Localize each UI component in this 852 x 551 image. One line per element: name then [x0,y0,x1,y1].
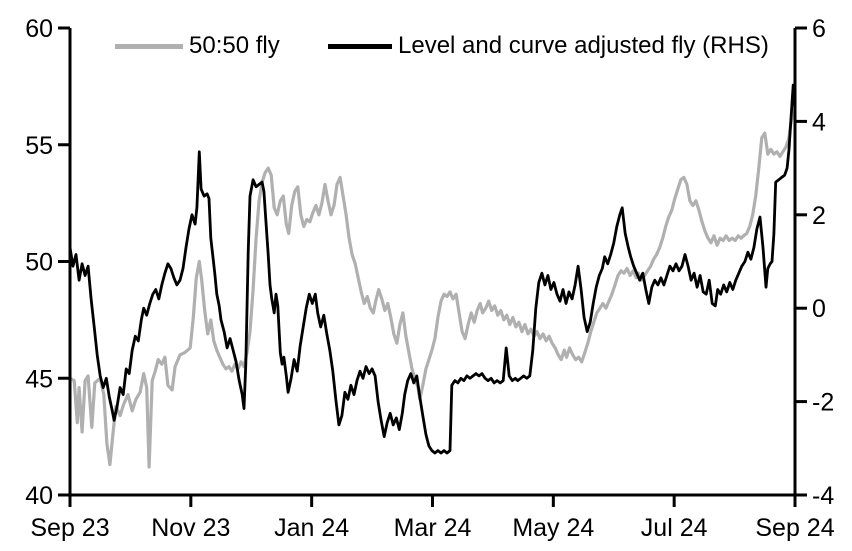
x-axis-tick-label: Sep 23 [30,514,109,542]
legend-line-swatch-gray [115,44,183,49]
legend-label-5050-fly: 50:50 fly [189,32,280,59]
x-axis-tick-label: Jul 24 [641,514,708,542]
right-axis-tick-label: 2 [812,202,826,230]
left-axis-tick-label: 55 [25,132,53,160]
x-axis-tick-label: Sep 24 [755,514,834,542]
left-axis-tick-label: 40 [25,482,53,510]
right-axis-tick-label: 4 [812,108,826,136]
series-line-5050-fly [68,101,797,469]
right-axis-tick-label: -4 [812,482,834,510]
left-axis-tick-label: 45 [25,365,53,393]
left-axis-tick-label: 50 [25,249,53,277]
legend-label-adjusted-fly: Level and curve adjusted fly (RHS) [398,32,769,59]
x-axis-tick-label: Nov 23 [151,514,230,542]
right-axis-tick-label: 0 [812,295,826,323]
x-axis-tick-label: Jan 24 [274,514,349,542]
x-axis-tick-label: May 24 [512,514,594,542]
legend-line-swatch-black [328,44,392,49]
right-axis-tick-label: 6 [812,15,826,43]
right-axis-tick-label: -2 [812,389,834,417]
x-axis-tick-label: Mar 24 [394,514,472,542]
left-axis-tick-label: 60 [25,15,53,43]
series-line-adjusted-fly [68,83,797,455]
